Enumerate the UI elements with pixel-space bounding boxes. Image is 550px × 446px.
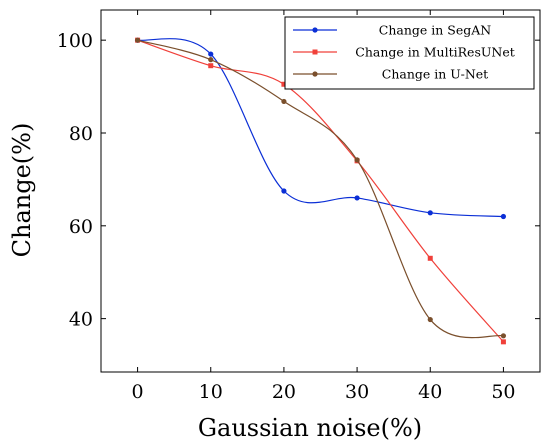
y-tick-label: 100 [57,30,93,52]
data-point [208,57,214,63]
y-tick-label: 40 [69,309,93,331]
legend-marker [312,71,318,77]
y-axis-title: Change(%) [8,123,36,258]
data-point [427,316,433,323]
plot-frame [100,9,541,373]
y-tick-label: 60 [69,216,93,238]
data-point [208,51,214,57]
legend-marker [312,27,318,33]
legend-label: Change in SegAN [379,23,492,38]
data-point [354,195,360,201]
data-point [281,98,287,105]
x-axis-title: Gaussian noise(%) [198,414,422,442]
x-tick-label: 50 [491,381,515,403]
x-tick-label: 10 [199,381,223,403]
data-point [427,210,433,216]
data-point [281,188,287,194]
legend-box [284,16,535,90]
data-point [281,81,287,87]
legend: Change in SegAN Change in MultiResUNet Cha… [284,16,535,90]
legend-label: Change in MultiResUNet [355,45,515,60]
plot-area [134,37,507,345]
legend-marker [312,49,318,55]
data-point [500,333,507,339]
x-tick-label: 40 [418,381,442,403]
data-point [500,213,507,220]
data-point [208,63,214,69]
legend-label: Change in U-Net [382,67,488,82]
x-tick-label: 20 [272,381,296,403]
x-tick-label: 0 [132,381,144,403]
data-point [427,255,433,261]
data-point [500,339,506,345]
data-point [134,37,141,43]
y-tick-label: 80 [69,123,93,145]
axes: 0 10 20 30 40 50 40 60 80 100 [57,9,541,403]
data-point [354,157,360,163]
x-tick-label: 30 [345,381,369,403]
